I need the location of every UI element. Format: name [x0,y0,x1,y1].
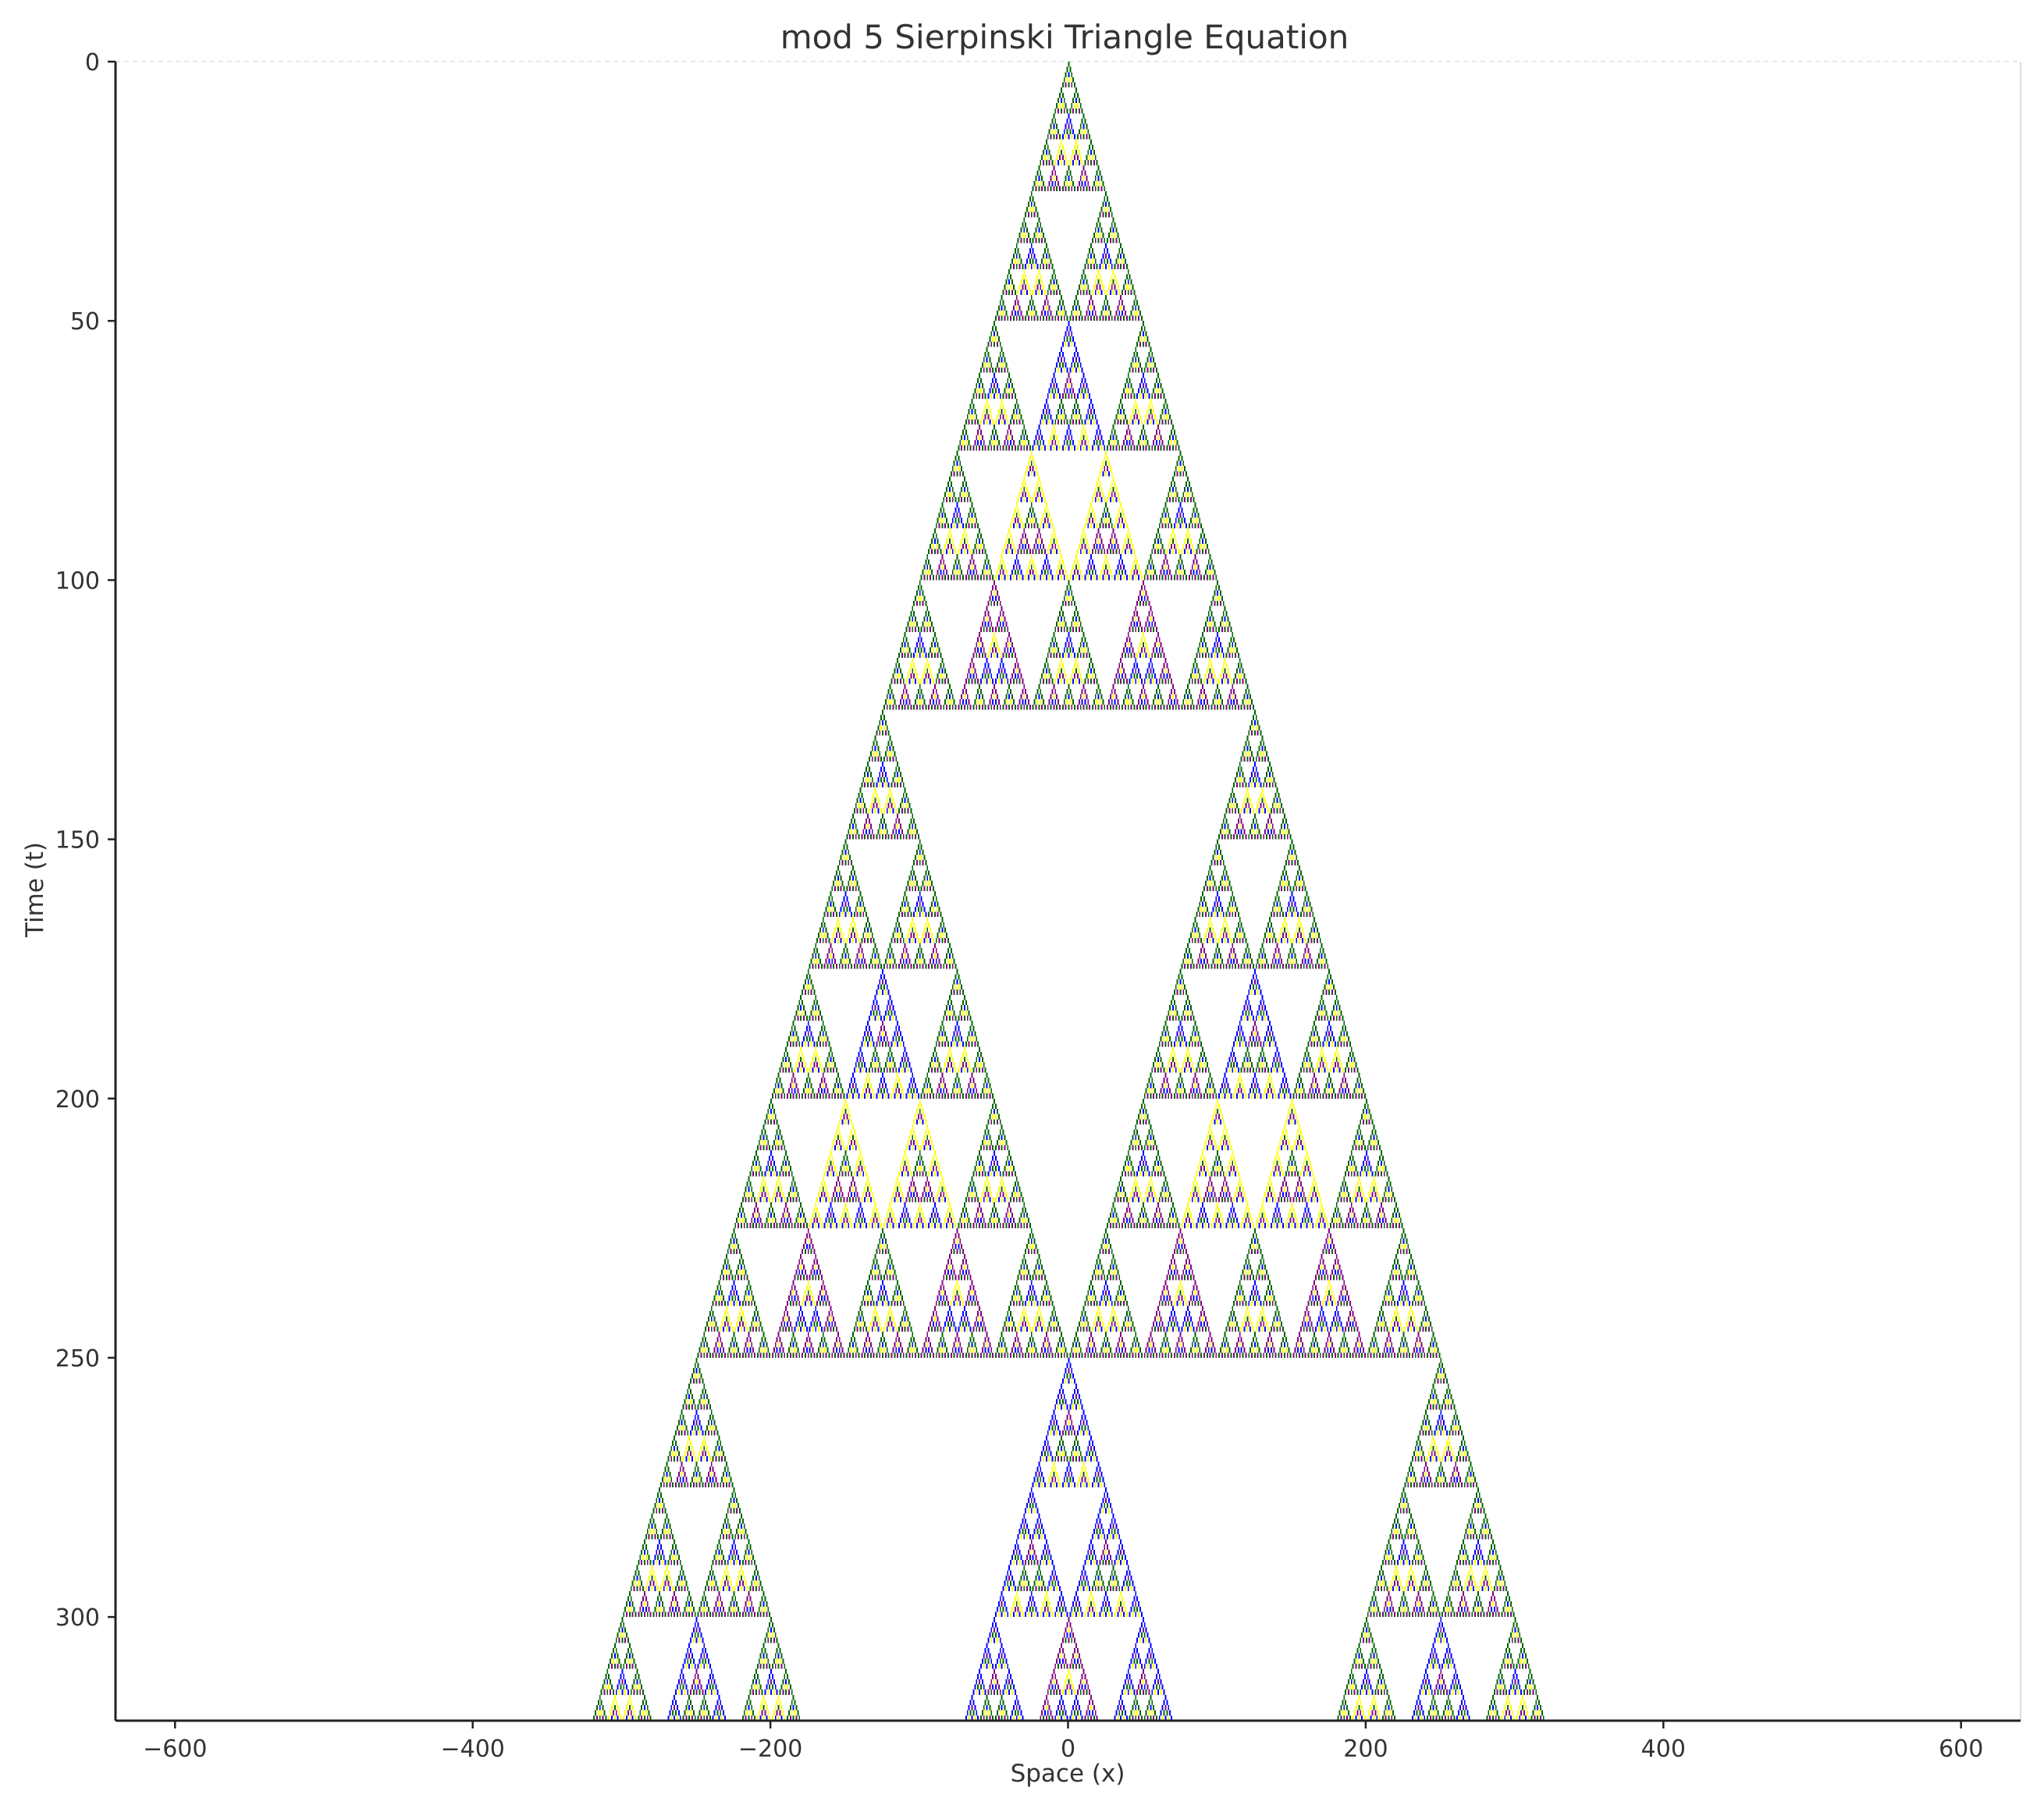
y-tick-label: 200 [55,1086,100,1114]
y-axis-ticks: 0 50 100 150 200 250 300 [55,49,116,1632]
plot-area [114,61,2021,1722]
x-tick-label: −600 [143,1736,207,1763]
chart-title: mod 5 Sierpinski Triangle Equation [780,18,1349,56]
x-tick-label: −200 [738,1736,802,1763]
y-tick-label: 250 [55,1345,100,1373]
x-tick-label: −400 [440,1736,504,1763]
x-tick-label: 600 [1939,1736,1983,1763]
x-tick-label: 400 [1641,1736,1686,1763]
y-tick-label: 150 [55,827,100,854]
y-tick-label: 100 [55,567,100,595]
x-tick-label: 0 [1061,1736,1075,1763]
y-tick-label: 50 [70,308,100,336]
y-tick-label: 0 [85,49,100,76]
y-tick-label: 300 [55,1604,100,1632]
y-axis-label: Time (t) [21,842,49,938]
x-tick-label: 200 [1343,1736,1388,1763]
x-axis-ticks: −600 −400 −200 0 200 400 600 [143,1721,1983,1763]
x-axis-label: Space (x) [1011,1760,1125,1788]
sierpinski-cells [116,62,2021,1721]
